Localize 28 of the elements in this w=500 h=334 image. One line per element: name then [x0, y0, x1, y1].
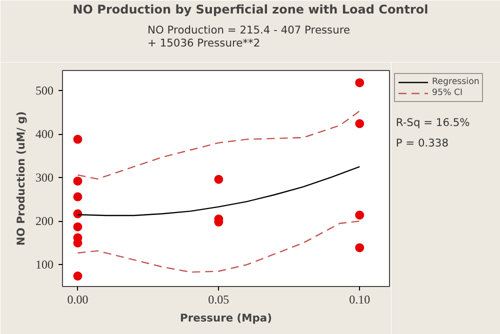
y-tick-label: 400 — [36, 127, 54, 142]
y-tick-label: 200 — [36, 214, 54, 228]
x-axis-title: Pressure (Mpa) — [180, 312, 272, 324]
y-tick-label: 500 — [36, 84, 54, 98]
chart-title: NO Production by Superficial zone with Load Control — [72, 2, 428, 16]
x-tick-label: 0.10 — [349, 292, 370, 306]
point — [355, 243, 364, 252]
point — [355, 78, 364, 88]
text: P = 0.338 — [396, 136, 449, 150]
point — [73, 134, 82, 144]
point — [73, 222, 82, 232]
y-axis-title: NO Production (uM/ g) — [14, 111, 28, 246]
point — [214, 174, 224, 184]
point — [73, 176, 82, 186]
line-series — [77, 110, 360, 180]
point — [355, 210, 364, 220]
legend-label: Regression — [432, 77, 480, 87]
x-tick-label: 0.00 — [67, 292, 88, 306]
point — [355, 119, 364, 128]
legend-label: 95% CI — [432, 88, 463, 98]
x-tick-label: 0.05 — [208, 292, 230, 306]
y-tick-label: 100 — [36, 258, 54, 272]
chart-subtitle: NO Production = 215.4 - 407 Pressure + 15036 Pressure**2 — [148, 24, 350, 50]
point — [73, 272, 82, 281]
y-tick-label: 300 — [36, 170, 54, 185]
text: R-Sq = 16.5% — [396, 116, 470, 129]
line-series — [77, 220, 360, 273]
point — [73, 192, 82, 202]
